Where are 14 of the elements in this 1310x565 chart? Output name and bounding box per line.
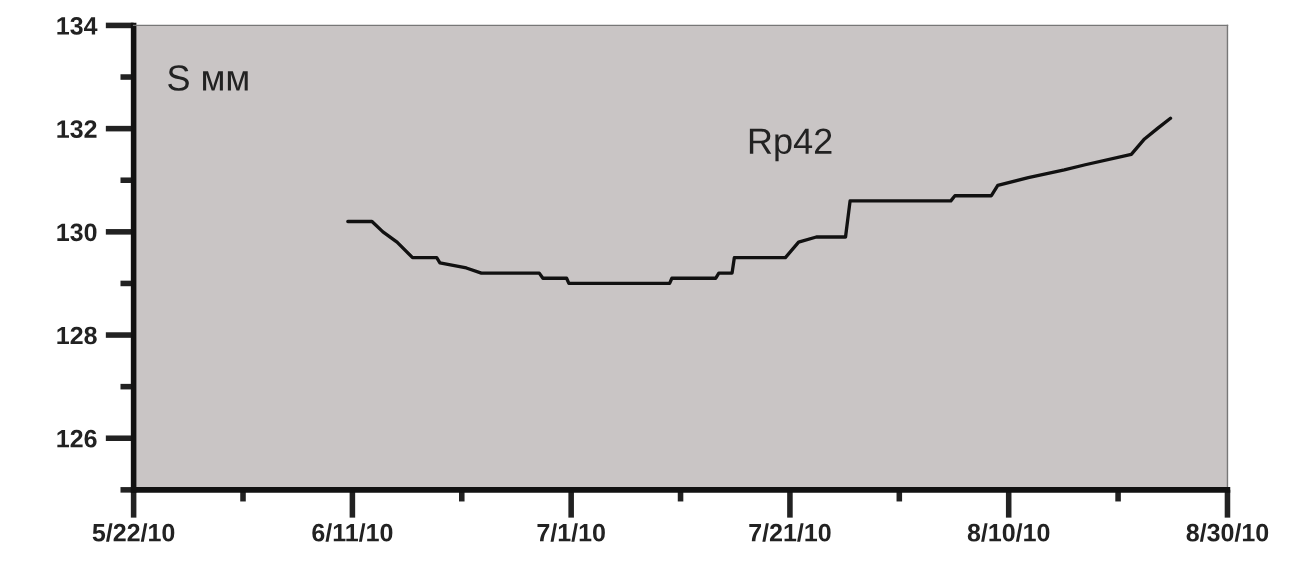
series-label: Rp42 [749, 128, 832, 162]
y-tick-label: 128 [57, 326, 97, 345]
x-tick-label: 8/30/10 [1186, 523, 1269, 542]
y-axis-title: S мм [168, 65, 248, 91]
line-series [346, 116, 1173, 286]
x-tick-label: 8/10/10 [967, 523, 1050, 542]
x-tick-label: 7/21/10 [749, 523, 831, 542]
y-tick-label: 130 [57, 223, 97, 242]
y-tick-label: 132 [57, 120, 97, 138]
y-tick-label: 126 [57, 429, 97, 448]
x-tick-label: 6/11/10 [312, 523, 393, 542]
y-tick-label: 134 [57, 17, 98, 35]
x-tick-label: 5/22/10 [92, 523, 175, 542]
x-tick-label: 7/1/10 [537, 523, 605, 542]
